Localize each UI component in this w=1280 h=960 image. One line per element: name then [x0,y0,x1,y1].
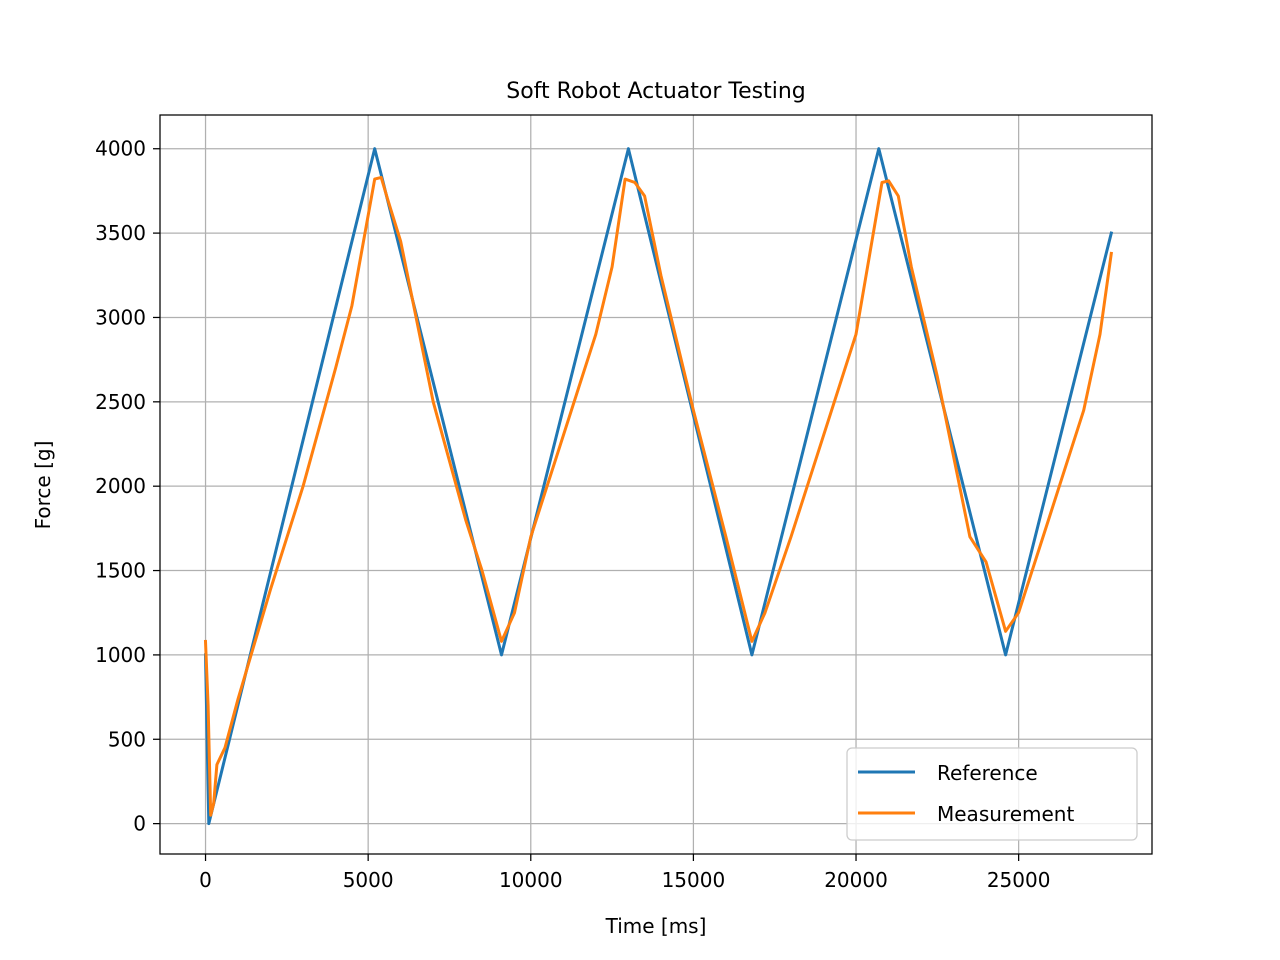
series-line-measurement [203,175,1113,817]
y-tick-label: 4000 [95,137,146,161]
y-tick-label: 0 [133,812,146,836]
y-tick-label: 2000 [95,474,146,498]
x-tick-label: 5000 [343,868,394,892]
series-group [203,147,1114,826]
x-tick-label: 10000 [499,868,563,892]
y-axis-label: Force [g] [31,441,55,530]
grid-lines [160,115,1152,854]
y-tick-label: 2500 [95,390,146,414]
series-line-reference [203,147,1114,826]
x-axis-label: Time [ms] [605,914,707,938]
legend-label-reference: Reference [937,761,1038,785]
chart-title: Soft Robot Actuator Testing [506,79,805,104]
y-tick-label: 500 [108,727,146,751]
legend: Reference Measurement [846,747,1138,841]
y-tick-label: 3000 [95,305,146,329]
legend-box [846,747,1138,841]
x-tick-label: 20000 [824,868,888,892]
y-tick-label: 1500 [95,559,146,583]
y-axis-ticks: 0 500 1000 1500 2000 2500 3000 3500 4000 [95,137,160,836]
x-tick-label: 0 [199,868,212,892]
legend-label-measurement: Measurement [937,802,1074,826]
plot-frame [159,114,1153,855]
x-axis-ticks: 0 5000 10000 15000 20000 25000 [199,854,1050,892]
y-tick-label: 3500 [95,221,146,245]
y-tick-label: 1000 [95,643,146,667]
x-tick-label: 25000 [987,868,1051,892]
x-tick-label: 15000 [662,868,726,892]
